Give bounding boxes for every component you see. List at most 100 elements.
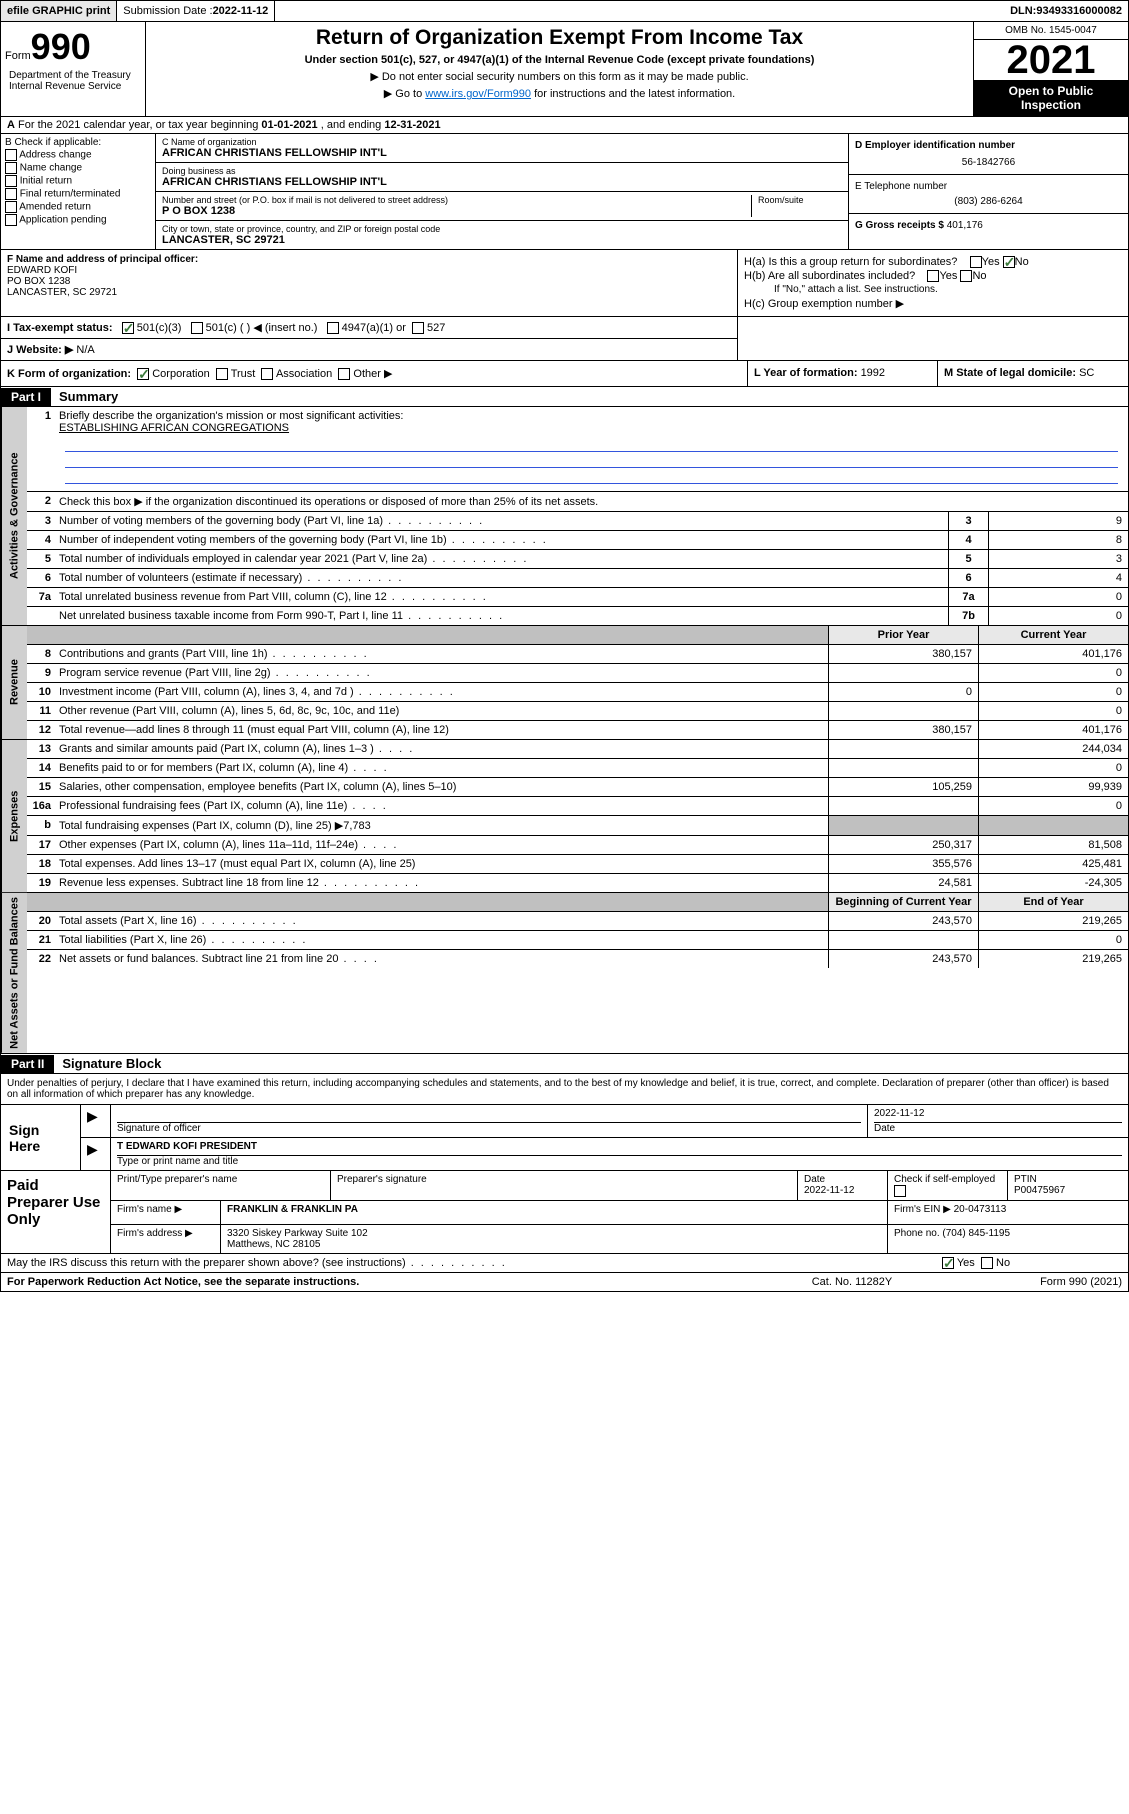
- col-c-org-info: C Name of organization AFRICAN CHRISTIAN…: [156, 134, 848, 249]
- chk-527[interactable]: [412, 322, 424, 334]
- vtab-governance: Activities & Governance: [1, 407, 27, 625]
- p8: 380,157: [828, 645, 978, 663]
- chk-4947[interactable]: [327, 322, 339, 334]
- line-a: A For the 2021 calendar year, or tax yea…: [0, 117, 1129, 134]
- c11: 0: [978, 702, 1128, 720]
- form-number: 990: [31, 26, 91, 67]
- vtab-expenses: Expenses: [1, 740, 27, 892]
- ptin: P00475967: [1014, 1185, 1122, 1196]
- form-title: Return of Organization Exempt From Incom…: [154, 26, 965, 50]
- gross-receipts: 401,176: [947, 220, 983, 231]
- may-irs-no[interactable]: [981, 1257, 993, 1269]
- paid-preparer-block: Paid Preparer Use Only Print/Type prepar…: [0, 1171, 1129, 1254]
- chk-501c3[interactable]: [122, 322, 134, 334]
- chk-final-return[interactable]: [5, 188, 17, 200]
- p10: 0: [828, 683, 978, 701]
- tax-year: 2021: [974, 40, 1128, 80]
- sig-date: 2022-11-12: [874, 1108, 1122, 1122]
- may-irs-discuss: May the IRS discuss this return with the…: [0, 1254, 1129, 1273]
- c17: 81,508: [978, 836, 1128, 854]
- irs-link[interactable]: www.irs.gov/Form990: [425, 88, 531, 100]
- p17: 250,317: [828, 836, 978, 854]
- open-inspection: Open to Public Inspection: [974, 80, 1128, 116]
- firm-name: FRANKLIN & FRANKLIN PA: [221, 1201, 888, 1224]
- block-f-h: F Name and address of principal officer:…: [0, 250, 1129, 317]
- dept-label: Department of the Treasury Internal Reve…: [5, 68, 141, 94]
- state-domicile: SC: [1079, 367, 1094, 379]
- efile-print-button[interactable]: efile GRAPHIC print: [1, 1, 117, 21]
- c12: 401,176: [978, 721, 1128, 739]
- form-word: Form: [5, 50, 31, 62]
- c13: 244,034: [978, 740, 1128, 758]
- block-b-c-d-e: B Check if applicable: Address change Na…: [0, 134, 1129, 250]
- may-irs-yes[interactable]: [942, 1257, 954, 1269]
- c22: 219,265: [978, 950, 1128, 968]
- c19: -24,305: [978, 874, 1128, 892]
- c8: 401,176: [978, 645, 1128, 663]
- org-city: LANCASTER, SC 29721: [162, 234, 842, 246]
- ha-no[interactable]: [1003, 256, 1015, 268]
- prep-date: 2022-11-12: [804, 1185, 881, 1196]
- org-street: P O BOX 1238: [162, 205, 745, 217]
- val-4: 8: [988, 531, 1128, 549]
- firm-ein: 20-0473113: [954, 1204, 1007, 1215]
- chk-association[interactable]: [261, 368, 273, 380]
- chk-name-change[interactable]: [5, 162, 17, 174]
- p12: 380,157: [828, 721, 978, 739]
- chk-self-employed[interactable]: [894, 1185, 906, 1197]
- vtab-revenue: Revenue: [1, 626, 27, 739]
- chk-amended-return[interactable]: [5, 201, 17, 213]
- chk-application-pending[interactable]: [5, 214, 17, 226]
- org-dba: AFRICAN CHRISTIANS FELLOWSHIP INT'L: [162, 176, 842, 188]
- form-note1: ▶ Do not enter social security numbers o…: [154, 70, 965, 83]
- hb-yes[interactable]: [927, 270, 939, 282]
- catalog-no: Cat. No. 11282Y: [762, 1276, 942, 1288]
- governance-section: Activities & Governance 1 Briefly descri…: [0, 407, 1129, 626]
- ha-yes[interactable]: [970, 256, 982, 268]
- chk-address-change[interactable]: [5, 149, 17, 161]
- chk-initial-return[interactable]: [5, 175, 17, 187]
- c10: 0: [978, 683, 1128, 701]
- form-header: Form990 Department of the Treasury Inter…: [0, 22, 1129, 117]
- dln-cell: DLN: 93493316000082: [1004, 1, 1128, 21]
- chk-trust[interactable]: [216, 368, 228, 380]
- chk-corporation[interactable]: [137, 368, 149, 380]
- officer-name-title: T EDWARD KOFI PRESIDENT: [117, 1141, 1122, 1155]
- p22: 243,570: [828, 950, 978, 968]
- org-name: AFRICAN CHRISTIANS FELLOWSHIP INT'L: [162, 147, 842, 159]
- c18: 425,481: [978, 855, 1128, 873]
- firm-addr1: 3320 Siskey Parkway Suite 102: [227, 1228, 881, 1239]
- form-subtitle: Under section 501(c), 527, or 4947(a)(1)…: [154, 54, 965, 66]
- revenue-section: Revenue Prior YearCurrent Year 8Contribu…: [0, 626, 1129, 740]
- c14: 0: [978, 759, 1128, 777]
- row-j-website: J Website: ▶ N/A: [1, 339, 737, 360]
- c21: 0: [978, 931, 1128, 949]
- fundraising-total: 7,783: [343, 820, 371, 832]
- val-7b: 0: [988, 607, 1128, 625]
- chk-other[interactable]: [338, 368, 350, 380]
- ein-value: 56-1842766: [855, 157, 1122, 168]
- submission-date-cell: Submission Date : 2022-11-12: [117, 1, 275, 21]
- col-d-e-g: D Employer identification number 56-1842…: [848, 134, 1128, 249]
- row-i-tax-exempt: I Tax-exempt status: 501(c)(3) 501(c) ( …: [1, 317, 737, 339]
- firm-phone: (704) 845-1195: [942, 1228, 1010, 1239]
- block-k-l-m: K Form of organization: Corporation Trus…: [0, 361, 1129, 387]
- vtab-net-assets: Net Assets or Fund Balances: [1, 893, 27, 1053]
- val-7a: 0: [988, 588, 1128, 606]
- p18: 355,576: [828, 855, 978, 873]
- val-3: 9: [988, 512, 1128, 530]
- val-5: 3: [988, 550, 1128, 568]
- form-note2: ▶ Go to www.irs.gov/Form990 for instruct…: [154, 87, 965, 100]
- c16a: 0: [978, 797, 1128, 815]
- signature-declaration: Under penalties of perjury, I declare th…: [0, 1074, 1129, 1105]
- p15: 105,259: [828, 778, 978, 796]
- expenses-section: Expenses 13Grants and similar amounts pa…: [0, 740, 1129, 893]
- val-6: 4: [988, 569, 1128, 587]
- c20: 219,265: [978, 912, 1128, 930]
- c15: 99,939: [978, 778, 1128, 796]
- form-id: Form 990 (2021): [942, 1276, 1122, 1288]
- row-i-j-wrap: I Tax-exempt status: 501(c)(3) 501(c) ( …: [0, 317, 1129, 361]
- top-toolbar: efile GRAPHIC print Submission Date : 20…: [0, 0, 1129, 22]
- hb-no[interactable]: [960, 270, 972, 282]
- chk-501c[interactable]: [191, 322, 203, 334]
